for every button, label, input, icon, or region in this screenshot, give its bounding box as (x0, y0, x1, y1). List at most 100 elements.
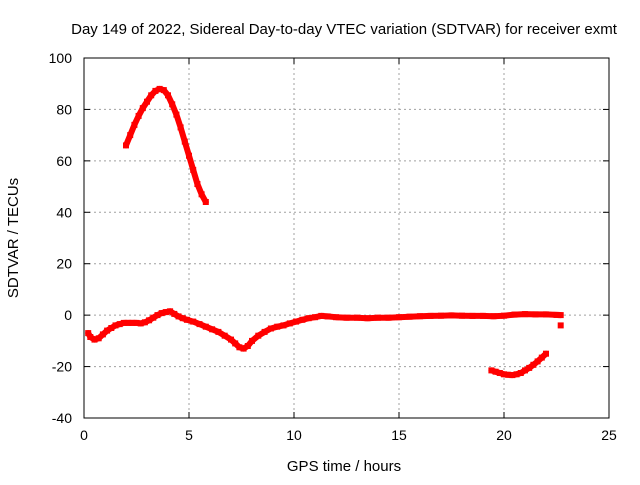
data-point (274, 323, 281, 330)
data-point (249, 337, 255, 344)
data-point (438, 312, 444, 319)
data-point (112, 322, 119, 329)
data-point (543, 311, 549, 318)
data-point (293, 318, 300, 325)
data-point (244, 343, 251, 349)
data-point (139, 105, 146, 112)
data-point (173, 111, 180, 118)
data-point (267, 325, 274, 332)
data-point (123, 142, 129, 149)
data-point (190, 318, 197, 325)
data-point (169, 101, 176, 108)
data-point (236, 344, 243, 351)
grid-layer (84, 58, 609, 418)
data-point (255, 332, 262, 339)
data-point (181, 138, 188, 145)
y-tick-label: 100 (49, 50, 73, 66)
data-point (364, 315, 371, 322)
x-tick-label: 20 (496, 427, 512, 443)
data-point (120, 319, 127, 326)
data-point (162, 309, 169, 316)
data-point (167, 308, 174, 315)
data-point (496, 370, 503, 376)
data-point (469, 312, 476, 319)
data-point (137, 320, 144, 327)
data-point (305, 315, 312, 322)
data-point (85, 330, 92, 337)
data-point (375, 314, 381, 321)
data-point (194, 181, 201, 187)
data-point (522, 311, 528, 318)
y-tick-label: -20 (52, 359, 72, 375)
data-point (312, 314, 318, 321)
data-point (505, 371, 512, 378)
data-point (354, 314, 360, 321)
plot-frame (83, 57, 610, 419)
data-point (87, 334, 94, 340)
data-point (186, 152, 192, 159)
data-point (557, 322, 564, 329)
data-point (221, 332, 228, 339)
data-point (511, 311, 518, 318)
data-point (232, 340, 239, 347)
data-point (108, 325, 115, 331)
data-point (534, 358, 541, 365)
data-point (318, 312, 325, 319)
data-point (141, 319, 148, 326)
data-point (156, 85, 163, 92)
data-point (459, 312, 465, 319)
data-point (152, 87, 159, 94)
data-point (427, 312, 434, 319)
data-point (104, 327, 111, 334)
data-point (150, 314, 157, 321)
data-point (406, 313, 413, 320)
data-point (196, 321, 203, 328)
data-point (129, 319, 136, 326)
data-point (324, 313, 331, 320)
data-point (530, 361, 537, 368)
data-point (165, 92, 171, 99)
data-point (95, 335, 102, 342)
data-point (492, 368, 499, 375)
data-point (177, 124, 184, 131)
y-axis-label: SDTVAR / TECUs (5, 178, 22, 298)
y-tick-label: -40 (52, 410, 72, 426)
data-layer (85, 85, 564, 379)
data-point (154, 312, 161, 319)
data-point (127, 132, 134, 139)
data-point (158, 310, 165, 317)
data-point (509, 372, 516, 379)
data-point (538, 354, 545, 361)
data-point (513, 371, 520, 378)
data-point (522, 367, 528, 374)
data-point (190, 166, 197, 173)
data-point (448, 312, 455, 319)
data-point (133, 319, 140, 326)
data-point (125, 319, 132, 326)
x-tick-label: 0 (80, 427, 88, 443)
data-point (202, 323, 209, 330)
data-point (553, 311, 560, 318)
x-axis-label: GPS time / hours (287, 458, 401, 475)
x-tick-label: 15 (391, 427, 407, 443)
data-point (144, 98, 150, 105)
data-point (146, 317, 153, 324)
y-tick-label: 60 (56, 153, 72, 169)
x-tick-label: 25 (601, 427, 617, 443)
data-point (490, 313, 497, 320)
y-tick-label: 0 (64, 307, 72, 323)
x-tick-label: 5 (185, 427, 193, 443)
data-point (148, 92, 155, 99)
data-point (343, 314, 350, 321)
data-point (116, 321, 123, 328)
data-point (171, 310, 178, 317)
data-point (517, 370, 524, 376)
data-point (532, 311, 539, 318)
data-point (228, 336, 234, 343)
data-point (179, 315, 186, 322)
data-point (385, 314, 392, 321)
data-point (135, 112, 142, 119)
data-point (286, 320, 293, 327)
